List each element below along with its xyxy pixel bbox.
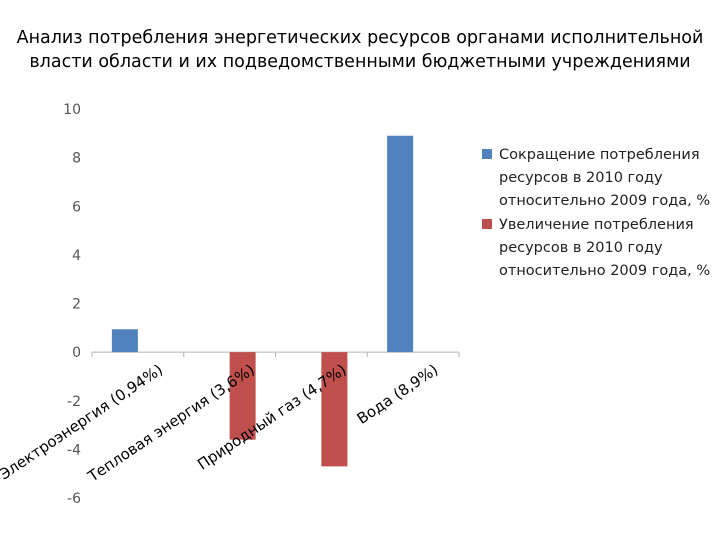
chart-title-line-2: власти области и их подведомственными бю… [29,52,691,72]
legend-swatch-1 [482,219,492,229]
bar-increase-2 [321,352,348,467]
legend-swatch-0 [482,149,492,159]
y-tick-label: 4 [72,248,81,264]
bar-decrease-3 [387,135,414,353]
legend-label-1: Увеличение потребления ресурсов в 2010 го… [499,217,710,279]
y-tick-label: 0 [72,345,81,361]
chart-title-line-1: Анализ потребления энергетических ресурс… [16,28,704,48]
bar-increase-1 [229,352,256,440]
legend-line: относительно 2009 года, % [499,263,710,279]
y-tick-label: 2 [72,297,81,313]
legend-line: Увеличение потребления [499,217,694,233]
legend-label-0: Сокращение потребления ресурсов в 2010 го… [499,147,710,209]
y-tick-label: -4 [67,442,81,458]
legend-line: ресурсов в 2010 году [499,170,663,186]
y-tick-label: -2 [67,394,81,410]
legend-line: относительно 2009 года, % [499,193,710,209]
category-label: Вода (8,9%) [354,361,442,428]
legend-line: ресурсов в 2010 году [499,240,663,256]
legend-line: Сокращение потребления [499,147,700,163]
chart-title: Анализ потребления энергетических ресурс… [0,26,720,74]
y-tick-label: 6 [72,199,81,215]
y-tick-label: 8 [72,151,81,167]
category-label: Электроэнергия (0,94%) [0,361,166,484]
y-tick-label: 10 [63,102,81,118]
y-tick-label: -6 [67,491,81,507]
bar-decrease-0 [111,329,138,353]
